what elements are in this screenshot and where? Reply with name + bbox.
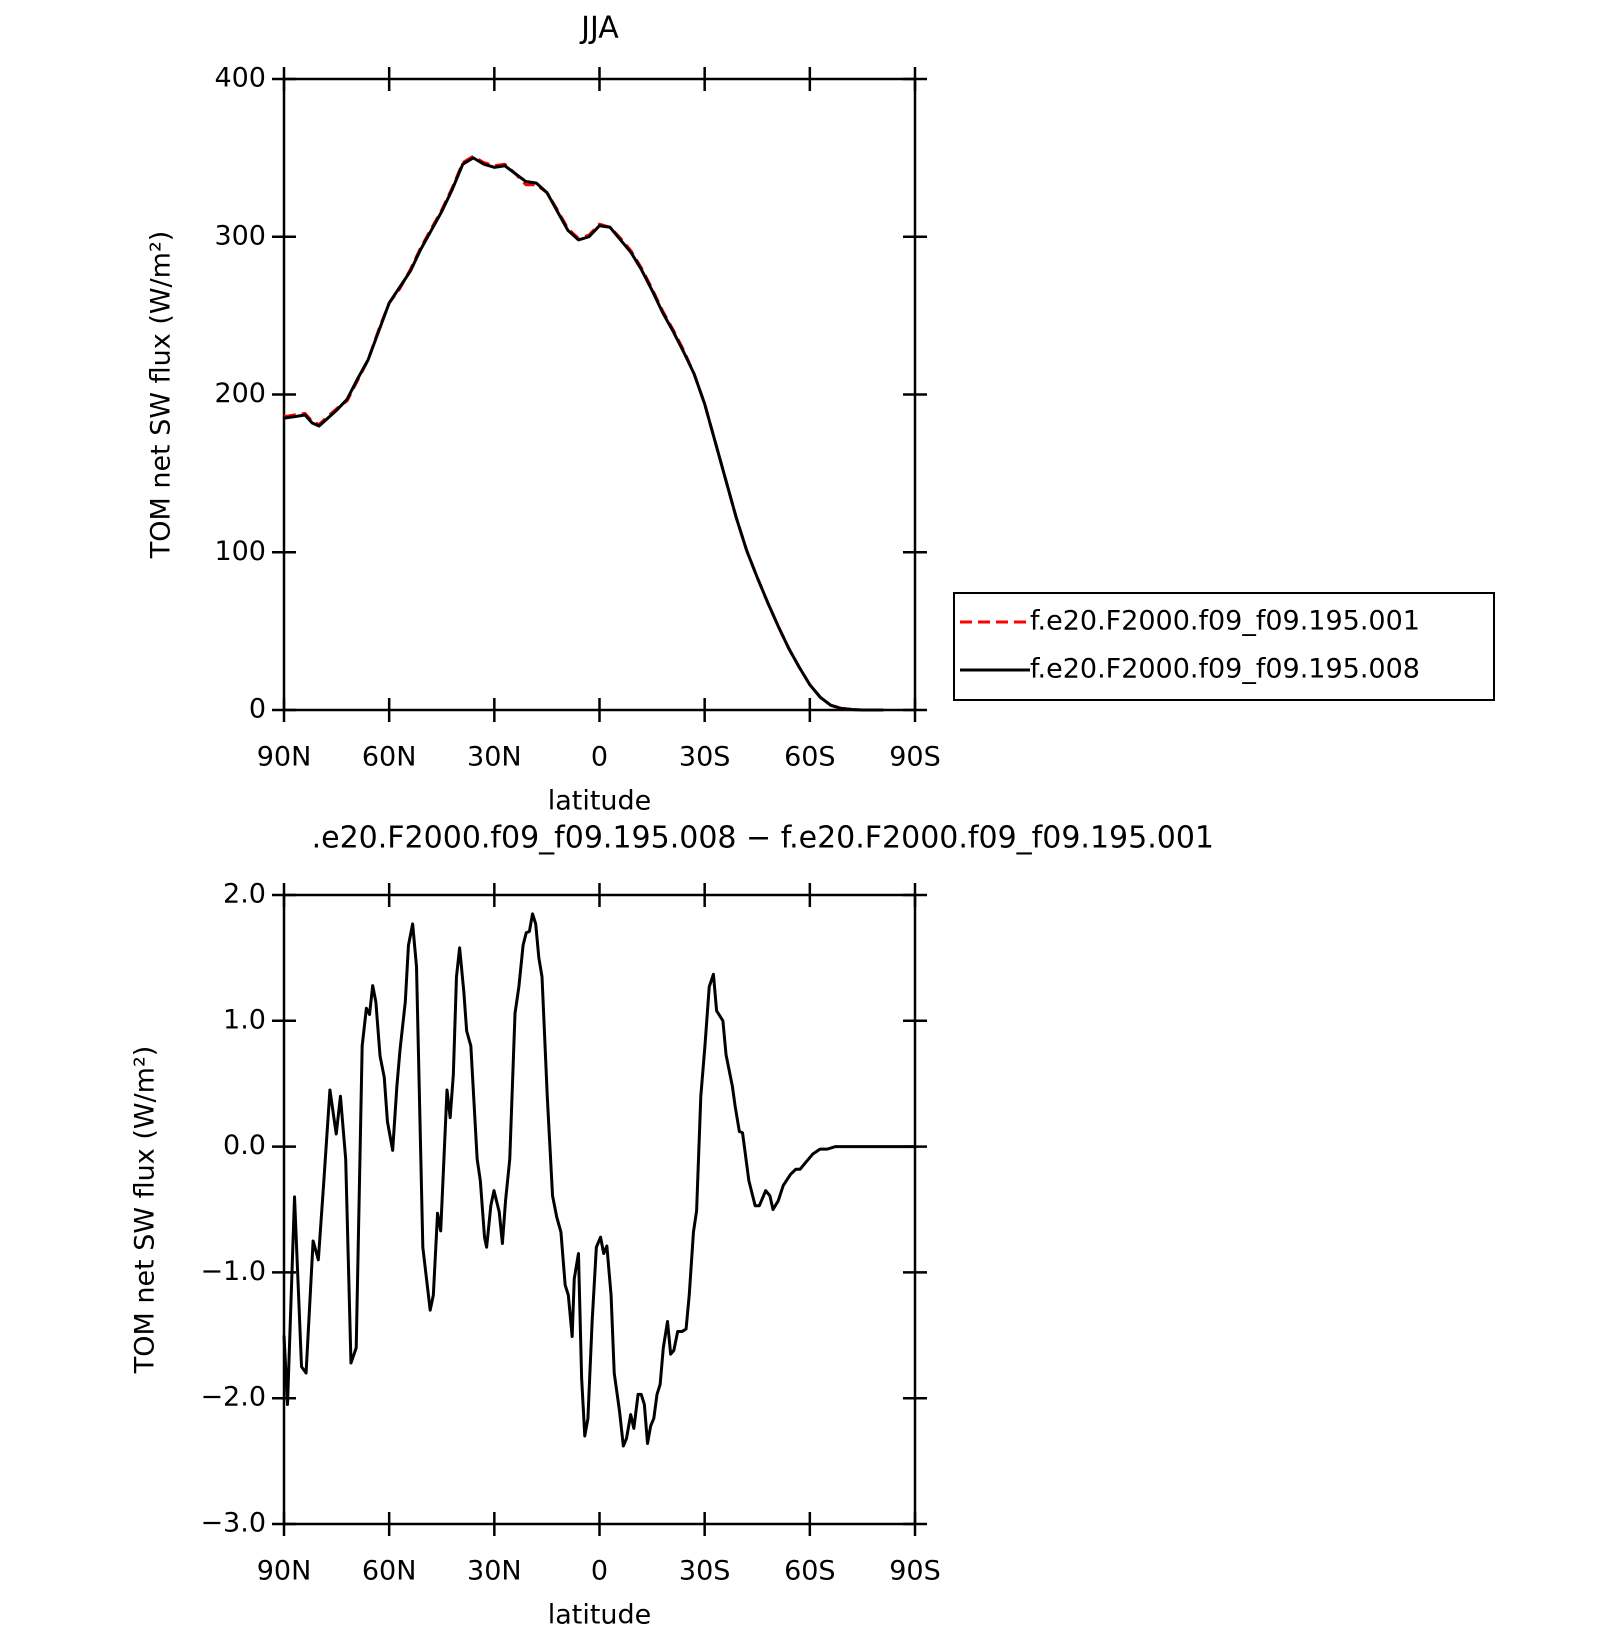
x-tick-label: 90S — [889, 742, 941, 773]
y-tick-label: 0.0 — [223, 1130, 266, 1161]
x-tick-label: 30S — [679, 1556, 731, 1587]
plot-frame — [282, 77, 917, 712]
y-tick-label: −1.0 — [200, 1256, 266, 1287]
y-tick-label: 300 — [214, 220, 266, 251]
data-line — [282, 912, 915, 1448]
y-axis-label: TOM net SW flux (W/m²) — [130, 1046, 161, 1375]
x-tick-label: 60N — [362, 742, 417, 773]
y-tick-label: 200 — [214, 378, 266, 409]
chart-title: JJA — [579, 11, 619, 46]
x-tick-label: 60S — [784, 1556, 836, 1587]
x-axis-label: latitude — [548, 1600, 652, 1631]
y-axis-label: TOM net SW flux (W/m²) — [146, 231, 177, 560]
x-tick-label: 30N — [467, 742, 522, 773]
y-tick-label: 2.0 — [223, 879, 266, 910]
x-tick-label: 30N — [467, 1556, 522, 1587]
x-tick-label: 30S — [679, 742, 731, 773]
x-axis-label: latitude — [548, 786, 652, 817]
x-tick-label: 60N — [362, 1556, 417, 1587]
x-tick-label: 0 — [591, 1556, 608, 1587]
x-tick-label: 90N — [257, 742, 312, 773]
x-tick-label: 90S — [889, 1556, 941, 1587]
legend-label: f.e20.F2000.f09_f09.195.001 — [1030, 606, 1420, 637]
y-tick-label: 1.0 — [223, 1004, 266, 1035]
data-line — [283, 156, 884, 712]
y-tick-label: −2.0 — [200, 1382, 266, 1413]
x-tick-label: 0 — [591, 742, 608, 773]
x-tick-label: 90N — [257, 1556, 312, 1587]
y-tick-label: −3.0 — [200, 1508, 266, 1539]
plot-frame — [282, 893, 917, 1526]
chart-title: .e20.F2000.f09_f09.195.008 − f.e20.F2000… — [312, 821, 1214, 856]
legend-label: f.e20.F2000.f09_f09.195.008 — [1030, 654, 1420, 685]
x-tick-label: 60S — [784, 742, 836, 773]
legend-box — [953, 592, 1495, 701]
y-tick-label: 0 — [249, 694, 266, 725]
y-tick-label: 400 — [214, 63, 266, 94]
y-tick-label: 100 — [214, 536, 266, 567]
